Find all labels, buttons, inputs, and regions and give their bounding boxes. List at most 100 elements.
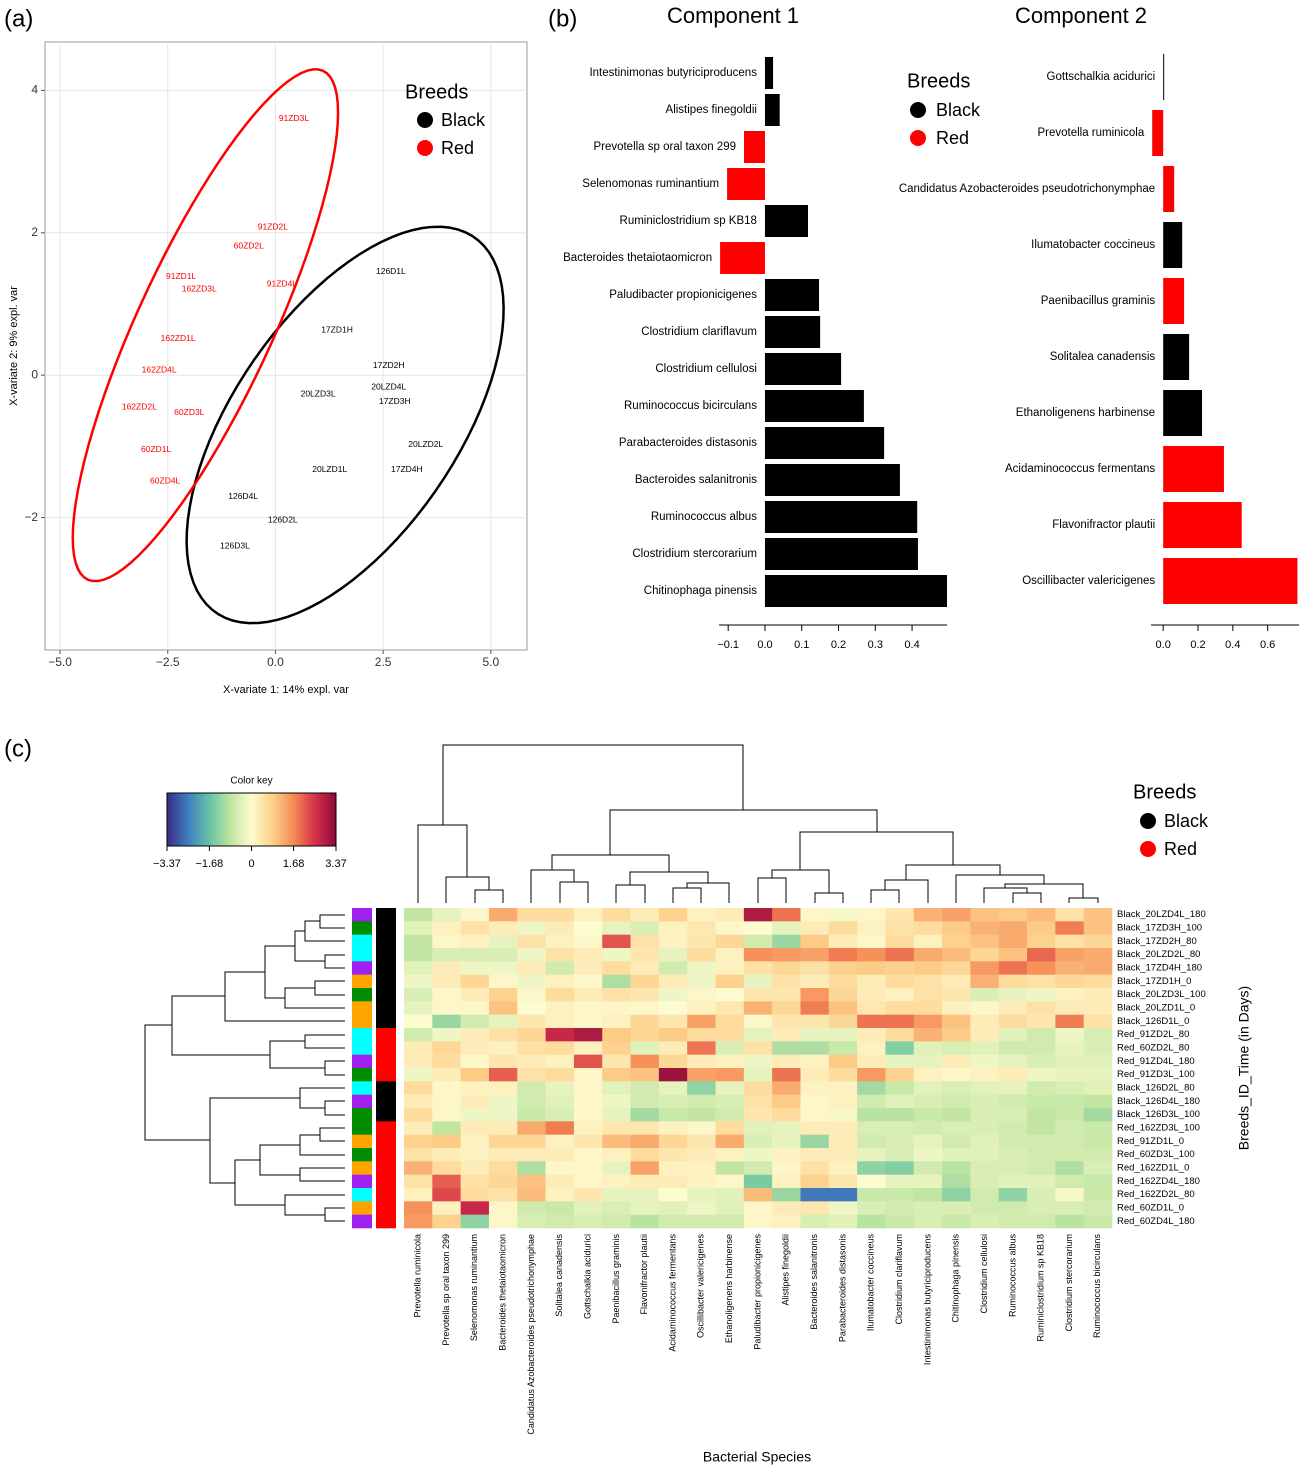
heatmap-cell xyxy=(1027,921,1056,935)
heatmap-cell xyxy=(998,988,1028,1002)
heatmap-cell xyxy=(460,1028,490,1042)
bar xyxy=(1163,502,1242,548)
column-label: Parabacteroides distasonis xyxy=(837,1234,847,1343)
heatmap-cell xyxy=(913,1081,943,1095)
heatmap-cell xyxy=(998,948,1028,962)
heatmap-cell xyxy=(885,1121,915,1135)
heatmap-cell xyxy=(743,1014,773,1029)
heatmap-cell xyxy=(545,1188,575,1202)
heatmap-cell xyxy=(687,1094,716,1109)
heatmap-cell xyxy=(885,1028,915,1042)
heatmap-cell xyxy=(602,908,631,922)
heatmap-cell xyxy=(1055,921,1084,935)
time-annotation xyxy=(352,1174,372,1189)
heatmap-cell xyxy=(517,1014,546,1029)
heatmap-cell xyxy=(942,961,971,975)
heatmap-cell xyxy=(885,1188,915,1202)
x-axis-title: Bacterial Species xyxy=(703,1449,811,1465)
heatmap-cell xyxy=(630,948,660,962)
column-label: Acidaminococcus fermentans xyxy=(667,1234,677,1352)
heatmap-cell xyxy=(630,1001,660,1015)
heatmap-cell xyxy=(743,1148,773,1162)
heatmap-cell xyxy=(743,1068,773,1082)
category-label: Chitinophaga pinensis xyxy=(644,585,757,597)
x-tick-label: −0.1 xyxy=(717,639,739,651)
heatmap-cell xyxy=(885,1108,915,1122)
heatmap-cell xyxy=(1083,1174,1113,1189)
heatmap-cell xyxy=(404,921,433,935)
heatmap-cell xyxy=(1027,908,1056,922)
heatmap-cell xyxy=(970,1174,1000,1189)
heatmap-cell xyxy=(998,1188,1028,1202)
y-tick-label: 4 xyxy=(31,83,38,97)
heatmap-cell xyxy=(998,1201,1028,1215)
heatmap-cell xyxy=(488,1001,518,1015)
breed-annotation xyxy=(376,1068,396,1082)
heatmap-cell xyxy=(573,1108,603,1122)
row-dendrogram xyxy=(144,914,345,1222)
heatmap-cell xyxy=(1027,1161,1056,1175)
heatmap-cell xyxy=(998,908,1028,922)
heatmap-cell xyxy=(913,934,943,949)
heatmap-cell xyxy=(857,1201,886,1215)
heatmap-cell xyxy=(800,1054,830,1069)
heatmap-cell xyxy=(460,1214,490,1229)
row-label: Red_91ZD3L_100 xyxy=(1117,1069,1195,1080)
heatmap-cell xyxy=(1027,934,1056,949)
heatmap-cell xyxy=(488,1054,518,1069)
bar xyxy=(764,390,864,422)
heatmap-cell xyxy=(970,1001,1000,1015)
heatmap-cell xyxy=(942,1028,971,1042)
heatmap-cell xyxy=(517,1134,546,1149)
heatmap-cell xyxy=(828,1094,858,1109)
column-label: Paenibacillus graminis xyxy=(611,1234,621,1324)
plot-area xyxy=(44,41,528,651)
heatmap-cell xyxy=(658,1174,688,1189)
column-label: Clostridium clariflavum xyxy=(894,1234,904,1325)
heatmap-cell xyxy=(630,934,660,949)
row-label: Black_126D4L_180 xyxy=(1117,1096,1200,1107)
heatmap-cell xyxy=(828,1014,858,1029)
point-label: 91ZD2L xyxy=(258,221,289,231)
row-label: Black_126D1L_0 xyxy=(1117,1016,1189,1027)
heatmap-cell xyxy=(630,1108,660,1122)
heatmap-cell xyxy=(1027,1148,1056,1162)
heatmap-cell xyxy=(772,1028,801,1042)
breed-annotation xyxy=(376,1094,396,1109)
heatmap-cell xyxy=(1055,1028,1084,1042)
heatmap-cell xyxy=(630,921,660,935)
heatmap-cell xyxy=(885,1068,915,1082)
y-tick-label: −2 xyxy=(24,510,38,524)
time-annotation xyxy=(352,1214,372,1229)
time-annotation xyxy=(352,908,372,922)
heatmap-cell xyxy=(800,1041,830,1055)
heatmap-cell xyxy=(800,1014,830,1029)
heatmap-cell xyxy=(573,1028,603,1042)
heatmap-cell xyxy=(602,1214,631,1229)
heatmap-cell xyxy=(630,1068,660,1082)
heatmap-cell xyxy=(573,1161,603,1175)
row-label: Black_17ZD2H_80 xyxy=(1117,936,1197,947)
heatmap-cell xyxy=(687,1188,716,1202)
heatmap-cell xyxy=(573,908,603,922)
heatmap-cell xyxy=(970,1054,1000,1069)
row-label: Black_20LZD1L_0 xyxy=(1117,1003,1195,1014)
confidence-ellipse xyxy=(185,225,505,625)
point-label: 91ZD4L xyxy=(267,278,298,288)
legend-marker xyxy=(1140,813,1156,829)
heatmap-cell xyxy=(404,1121,433,1135)
breed-annotation xyxy=(376,1081,396,1095)
row-label: Red_60ZD3L_100 xyxy=(1117,1149,1195,1160)
heatmap-cell xyxy=(743,1134,773,1149)
bar xyxy=(764,575,947,607)
category-label: Intestinimonas butyriciproducens xyxy=(589,67,757,79)
heatmap-cell xyxy=(404,908,433,922)
heatmap-cell xyxy=(658,1121,688,1135)
heatmap-cell xyxy=(488,1014,518,1029)
column-label: Candidatus Azobacteroides pseudotrichony… xyxy=(526,1234,536,1435)
heatmap-cell xyxy=(1055,1148,1084,1162)
heatmap-cell xyxy=(715,948,745,962)
heatmap-cell xyxy=(687,921,716,935)
bar xyxy=(764,464,900,496)
